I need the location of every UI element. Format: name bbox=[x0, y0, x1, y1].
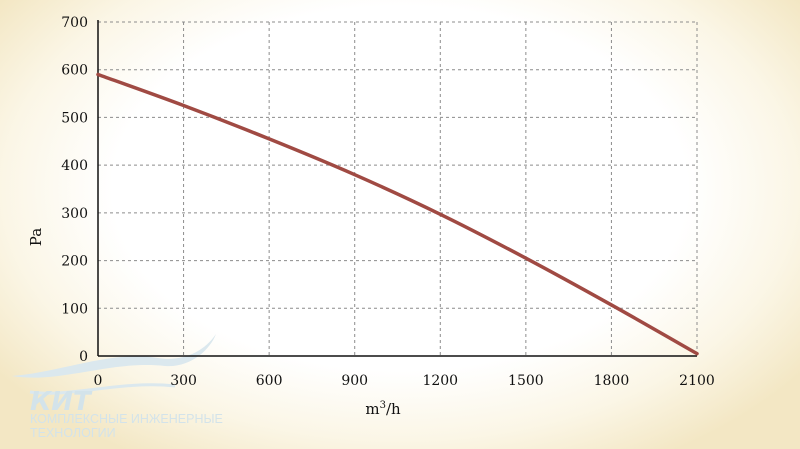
y-tick-label: 400 bbox=[61, 158, 88, 174]
y-axis-title: Pa bbox=[27, 228, 45, 246]
y-tick-label: 0 bbox=[79, 349, 88, 365]
x-axis-title-tail: /h bbox=[386, 400, 401, 418]
y-tick-label: 100 bbox=[61, 301, 88, 317]
x-tick-labels: 0 300 600 900 1200 1500 1800 2100 bbox=[94, 373, 715, 389]
y-tick-label: 600 bbox=[61, 63, 88, 79]
x-tick-label: 2100 bbox=[679, 373, 715, 389]
y-tick-label: 500 bbox=[61, 110, 88, 126]
x-tick-label: 1200 bbox=[422, 373, 458, 389]
x-tick-label: 0 bbox=[94, 373, 103, 389]
y-tick-labels: 0 100 200 300 400 500 600 700 bbox=[61, 15, 88, 365]
watermark-wave-icon bbox=[29, 383, 176, 395]
x-tick-label: 1500 bbox=[508, 373, 544, 389]
series-line bbox=[96, 72, 699, 356]
y-tick-label: 700 bbox=[61, 15, 88, 31]
watermark-brand: КИТ bbox=[30, 387, 93, 417]
x-axis-title-base: m bbox=[365, 400, 379, 418]
watermark-logo: КИТ КОМПЛЕКСНЫЕ ИНЖЕНЕРНЫЕ ТЕХНОЛОГИИ bbox=[12, 334, 223, 440]
watermark-line1: КОМПЛЕКСНЫЕ ИНЖЕНЕРНЫЕ bbox=[30, 412, 223, 426]
x-tick-label: 900 bbox=[341, 373, 368, 389]
plot-area bbox=[96, 72, 699, 356]
x-axis-title: m3/h bbox=[365, 400, 401, 418]
watermark-line2: ТЕХНОЛОГИИ bbox=[30, 426, 116, 440]
grid bbox=[98, 21, 698, 356]
x-axis-title-sup: 3 bbox=[380, 400, 386, 411]
axes bbox=[97, 20, 697, 357]
y-tick-label: 300 bbox=[61, 206, 88, 222]
x-tick-label: 600 bbox=[256, 373, 283, 389]
x-tick-label: 300 bbox=[170, 373, 197, 389]
x-tick-label: 1800 bbox=[594, 373, 630, 389]
y-tick-label: 200 bbox=[61, 254, 88, 270]
